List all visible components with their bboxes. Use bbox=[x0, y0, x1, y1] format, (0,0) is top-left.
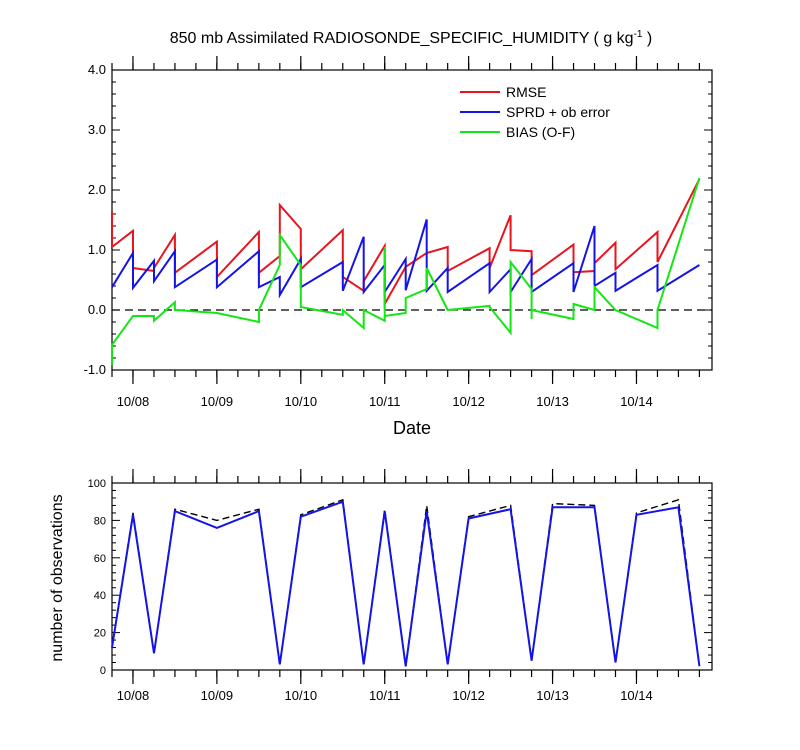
y-tick-label: 2.0 bbox=[88, 182, 106, 197]
y-tick-label: 4.0 bbox=[88, 62, 106, 77]
bottom-plot-frame bbox=[111, 482, 713, 671]
bottom-panel: 0 20 40 60 80 100 10/08 10/09 10/10 10/11 10/12 10… bbox=[49, 469, 713, 703]
y-tick-label: 0 bbox=[100, 665, 106, 677]
x-tick-label: 10/13 bbox=[536, 394, 569, 409]
x-tick-label: 10/09 bbox=[201, 394, 234, 409]
x-tick-label: 10/14 bbox=[620, 688, 653, 703]
x-tick-label: 10/10 bbox=[285, 688, 318, 703]
x-axis-label: Date bbox=[393, 418, 431, 438]
top-plot-frame bbox=[111, 69, 713, 371]
x-tick-label: 10/12 bbox=[452, 688, 485, 703]
legend-label: SPRD + ob error bbox=[506, 104, 610, 120]
x-tick-label: 10/13 bbox=[536, 688, 569, 703]
series-line-possible bbox=[111, 498, 701, 667]
series-line-assimilated bbox=[111, 500, 701, 667]
legend-label: RMSE bbox=[506, 84, 546, 100]
chart-title: 850 mb Assimilated RADIOSONDE_SPECIFIC_H… bbox=[170, 29, 653, 47]
y-tick-label: 80 bbox=[94, 515, 106, 527]
x-tick-label: 10/08 bbox=[117, 688, 150, 703]
series-line-bias-o-f bbox=[111, 177, 701, 366]
series-line-sprd-ob-error bbox=[111, 219, 700, 299]
y-tick-label: 60 bbox=[94, 553, 106, 565]
x-tick-label: 10/12 bbox=[452, 394, 485, 409]
x-tick-label: 10/08 bbox=[117, 394, 150, 409]
y-tick-label: 100 bbox=[88, 478, 106, 490]
y-axis-label: number of observations bbox=[49, 494, 66, 661]
y-tick-label: -1.0 bbox=[84, 362, 106, 377]
legend: RMSE SPRD + ob error BIAS (O-F) bbox=[460, 84, 610, 140]
y-tick-label: 0.0 bbox=[88, 302, 106, 317]
x-tick-label: 10/11 bbox=[369, 688, 401, 703]
top-panel: -1.0 0.0 1.0 2.0 3.0 4.0 10/08 10/09 10/10 10/11… bbox=[84, 56, 713, 438]
legend-label: BIAS (O-F) bbox=[506, 124, 575, 140]
x-tick-label: 10/11 bbox=[369, 394, 401, 409]
y-tick-label: 1.0 bbox=[88, 242, 106, 257]
y-tick-label: 3.0 bbox=[88, 122, 106, 137]
x-tick-label: 10/10 bbox=[285, 394, 318, 409]
x-tick-label: 10/09 bbox=[201, 688, 234, 703]
x-tick-label: 10/14 bbox=[620, 394, 653, 409]
y-tick-label: 20 bbox=[94, 628, 106, 640]
y-tick-label: 40 bbox=[94, 590, 106, 602]
